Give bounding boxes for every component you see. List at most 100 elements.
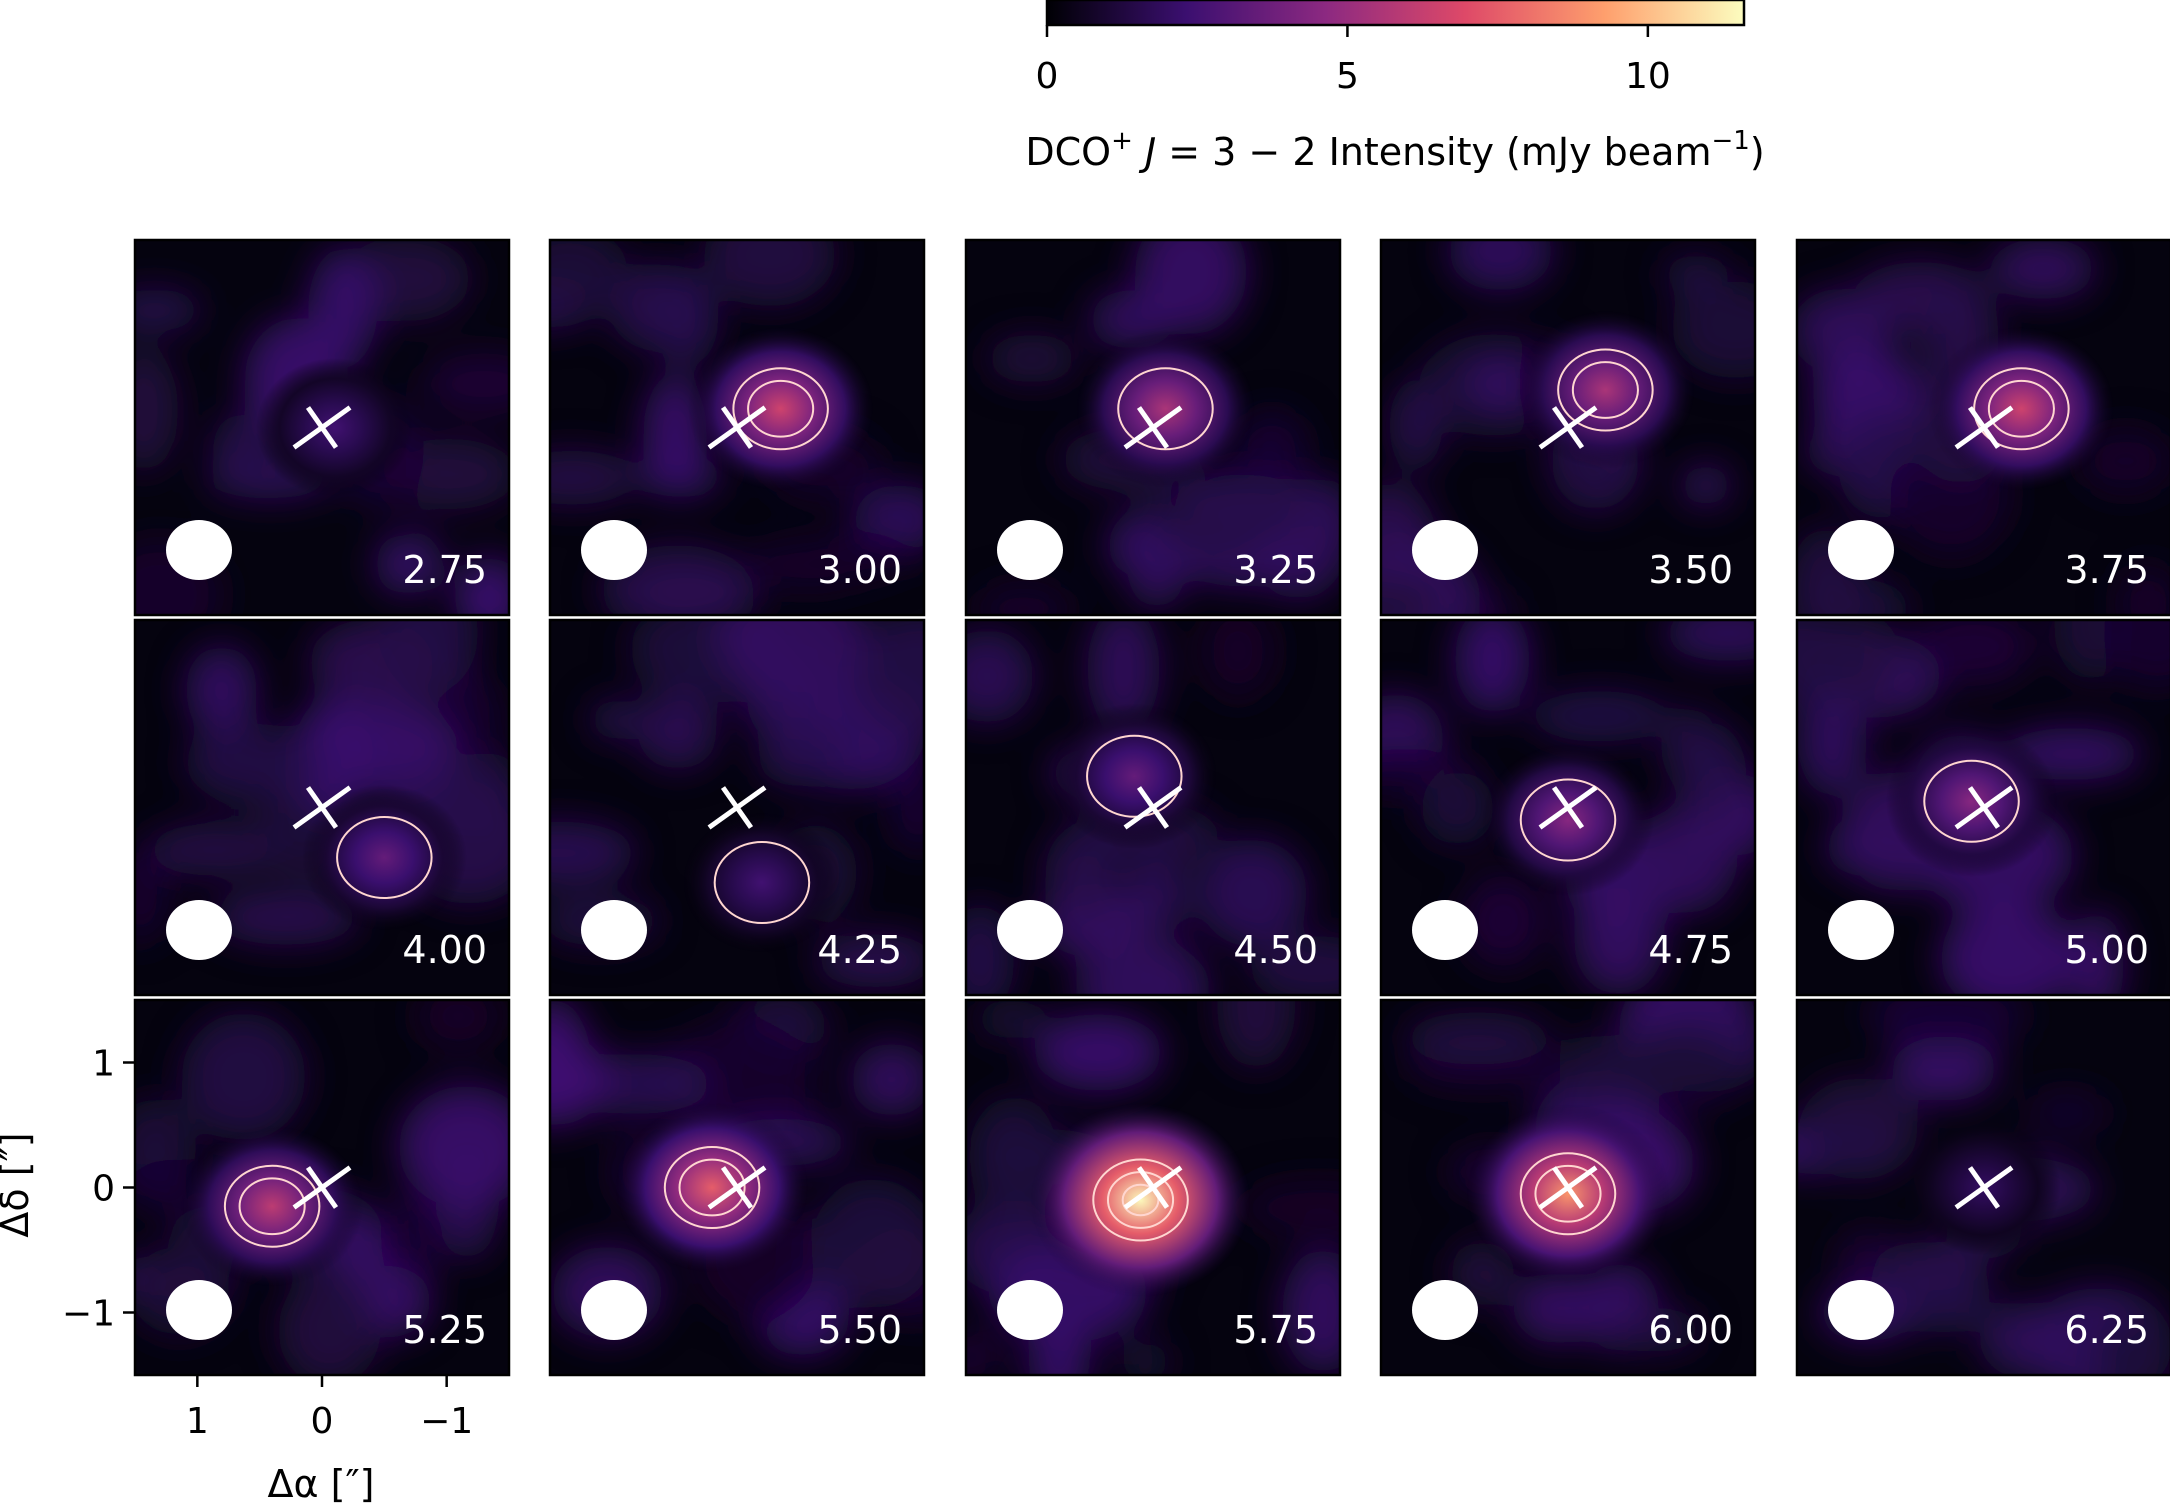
emission-peak (302, 784, 467, 931)
emission-peak (1886, 725, 2058, 877)
source-marker (707, 785, 767, 830)
contour (1534, 1164, 1602, 1223)
channel-panel: 6.00 (1379, 998, 1757, 1377)
source-marker (1123, 785, 1183, 830)
panel-frame (1379, 618, 1757, 997)
channel-velocity-label: 5.00 (2064, 928, 2149, 972)
noise-emission (550, 240, 924, 615)
channel-panels: 2.75 3.00 3.25 3.50 3.75 4.00 4.25 4.50 4.75 5.00… (133, 238, 2170, 1377)
beam-ellipse (1412, 900, 1478, 960)
channel-panel: 3.00 (548, 238, 926, 617)
channel-panel: 5.25 (133, 998, 511, 1377)
emission-peak (688, 327, 874, 491)
panel-frame (1795, 238, 2170, 617)
channel-velocity-label: 4.25 (817, 928, 902, 972)
axes: 1 0 −1 1 0 −1 (62, 1044, 473, 1443)
source-marker (1538, 405, 1598, 450)
channel-velocity-label: 3.25 (1233, 548, 1318, 592)
beam-ellipse (581, 900, 647, 960)
source-marker (292, 1165, 352, 1210)
channel-panel: 4.00 (133, 618, 511, 997)
emission-peak (616, 1102, 808, 1273)
contour (713, 841, 811, 924)
emission-peak (1516, 311, 1695, 469)
emission-peak (1030, 1103, 1251, 1297)
contour (1117, 367, 1214, 451)
beam-ellipse (997, 900, 1063, 960)
channel-panel: 3.50 (1379, 238, 1757, 617)
contour (1557, 348, 1654, 432)
x-axis-label: Δα [″] (268, 1462, 375, 1504)
channel-panel: 4.75 (1379, 618, 1757, 997)
colorbar-tick-label: 5 (1336, 56, 1359, 97)
panel-frame (964, 618, 1342, 997)
channel-velocity-label: 6.25 (2064, 1308, 2149, 1352)
emission-peak (181, 1126, 363, 1287)
contour (1923, 759, 2020, 843)
channel-velocity-label: 5.50 (817, 1308, 902, 1352)
beam-ellipse (581, 520, 647, 580)
beam-ellipse (1412, 520, 1478, 580)
channel-panel: 3.25 (964, 238, 1342, 617)
noise-emission (1797, 240, 2170, 615)
channel-panel: 6.25 (1795, 998, 2170, 1377)
emission-peak (1928, 327, 2114, 491)
channel-panel: 5.75 (964, 998, 1342, 1377)
panel-frame (964, 238, 1342, 617)
channel-velocity-label: 3.75 (2064, 548, 2149, 592)
channel-panel: 5.00 (1795, 618, 2170, 997)
contour (663, 1146, 761, 1229)
channel-panel: 2.75 (133, 238, 511, 617)
channel-velocity-label: 3.50 (1648, 548, 1733, 592)
source-marker (1954, 1165, 2014, 1210)
colorbar: 0 5 10 DCO+ J = 3 − 2 Intensity (mJy beam−… (1025, 0, 1765, 174)
colorbar-label: DCO+ J = 3 − 2 Intensity (mJy beam−1) (1025, 126, 1764, 174)
contour (1121, 1183, 1160, 1217)
panel-frame (133, 618, 511, 997)
panel-frame (133, 238, 511, 617)
channel-velocity-label: 5.75 (1233, 1308, 1318, 1352)
contour (747, 379, 815, 438)
panel-frame (1379, 238, 1757, 617)
panel-frame (1795, 618, 2170, 997)
source-marker (707, 405, 767, 450)
contour (1571, 361, 1639, 419)
colorbar-ticks: 0 5 10 (1036, 25, 1671, 97)
contour (1987, 379, 2055, 438)
source-marker (1954, 405, 2014, 450)
contour (732, 367, 829, 451)
y-tick-label: 0 (92, 1169, 115, 1210)
source-marker (1954, 785, 2014, 830)
channel-panel: 3.75 (1795, 238, 2170, 617)
contour (1973, 367, 2070, 451)
beam-ellipse (166, 520, 232, 580)
y-axis-label: Δδ [″] (0, 1132, 37, 1237)
beam-ellipse (1828, 1280, 1894, 1340)
source-marker (1538, 785, 1598, 830)
source-marker (292, 785, 352, 830)
panel-frame (548, 618, 926, 997)
beam-ellipse (581, 1280, 647, 1340)
channel-panel: 5.50 (548, 998, 926, 1377)
beam-ellipse (1828, 520, 1894, 580)
colorbar-gradient (1045, 0, 1746, 27)
contour (223, 1164, 321, 1248)
contour (1086, 734, 1183, 818)
beam-ellipse (997, 1280, 1063, 1340)
channel-panel: 4.50 (964, 618, 1342, 997)
beam-ellipse (166, 1280, 232, 1340)
emission-peak (1052, 703, 1217, 849)
source-marker (292, 405, 352, 450)
panel-frame (964, 998, 1342, 1377)
emission-peak (1466, 1104, 1670, 1283)
contour (336, 816, 433, 899)
panel-frame (1379, 998, 1757, 1377)
contour (1519, 778, 1617, 862)
channel-velocity-label: 5.25 (402, 1308, 487, 1352)
channel-velocity-label: 4.75 (1648, 928, 1733, 972)
source-marker (1123, 405, 1183, 450)
x-tick-label: 1 (186, 1401, 209, 1442)
emission-peak (1076, 330, 1255, 488)
emission-peak (1482, 744, 1654, 896)
